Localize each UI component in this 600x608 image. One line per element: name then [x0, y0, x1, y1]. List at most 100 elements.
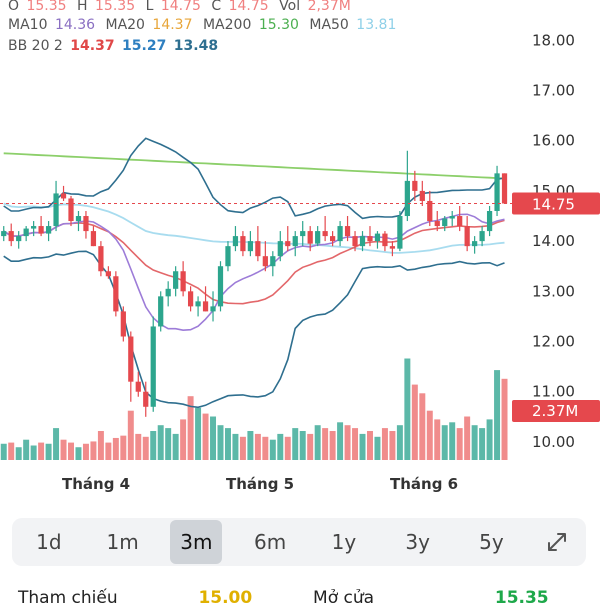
candle — [270, 256, 276, 267]
ma50-legend: MA50 13.81 — [309, 17, 397, 33]
volume-bar — [486, 419, 493, 460]
last-volume-label: 2.37M — [532, 402, 578, 420]
candle — [322, 231, 328, 237]
ma20-legend: MA20 14.37 — [105, 17, 193, 33]
tab-6m[interactable]: 6m — [254, 530, 287, 554]
candle — [45, 226, 52, 234]
volume-bar — [307, 433, 314, 460]
volume-bar — [172, 433, 179, 460]
ohlc-c: C 14.75 — [211, 0, 269, 14]
volume-bar — [90, 441, 97, 460]
candle — [247, 241, 254, 252]
candle — [397, 216, 403, 249]
volume-bar — [202, 413, 209, 460]
candle — [367, 236, 373, 242]
volume-bar — [239, 436, 246, 460]
candle — [486, 211, 493, 232]
candle — [472, 241, 478, 247]
volume-bar — [30, 445, 37, 460]
candle — [262, 256, 268, 267]
candle — [143, 391, 149, 407]
candle — [60, 193, 67, 199]
candle — [23, 228, 29, 237]
volume-bar — [23, 439, 30, 460]
ma10-line — [3, 213, 505, 332]
volume-bar — [75, 447, 82, 460]
candle — [494, 173, 500, 211]
expand-icon[interactable] — [539, 524, 575, 560]
volume-bar — [187, 396, 194, 460]
bb-legend: BB 20 2 14.37 15.27 13.48 — [8, 38, 221, 54]
candle — [105, 271, 111, 277]
candle — [419, 190, 425, 201]
candle — [352, 236, 358, 247]
volume-bar — [120, 435, 127, 460]
month-label-apr: Tháng 4 — [62, 475, 131, 493]
volume-bar — [434, 419, 441, 460]
volume-bar — [366, 431, 373, 460]
volume-bar — [322, 428, 329, 460]
candle — [53, 193, 59, 227]
candle — [374, 233, 381, 242]
volume-bar — [157, 425, 164, 460]
volume-bar — [210, 416, 217, 460]
volume-bar — [314, 425, 321, 460]
y-tick-label: 18.00 — [532, 31, 575, 49]
month-label-jun: Tháng 6 — [390, 475, 459, 493]
volume-bar — [389, 431, 396, 460]
tab-5y[interactable]: 5y — [479, 530, 504, 554]
volume-bar — [449, 422, 456, 460]
candle — [1, 231, 7, 237]
candle — [128, 336, 134, 382]
volume-bar — [53, 428, 60, 460]
candle — [150, 326, 156, 407]
ohlc-l: L 14.75 — [145, 0, 201, 14]
volume-bar — [419, 393, 426, 460]
price-summary: Tham chiếu 15.00 Mở cửa 15.35 — [18, 588, 549, 608]
candle — [277, 241, 283, 257]
tab-3y[interactable]: 3y — [405, 530, 430, 554]
volume-bar — [396, 425, 403, 460]
tab-1m[interactable]: 1m — [106, 530, 139, 554]
volume-bar — [232, 433, 239, 460]
tab-3m[interactable]: 3m — [170, 520, 223, 564]
candle — [457, 216, 463, 227]
y-axis-panel — [512, 0, 600, 462]
volume-bar — [479, 428, 486, 460]
ma10-legend: MA10 14.36 — [8, 17, 96, 33]
volume-bar — [456, 428, 463, 460]
volume-bar — [411, 384, 418, 460]
candle — [240, 236, 246, 252]
y-tick-label: 12.00 — [532, 333, 575, 351]
candle — [292, 236, 298, 247]
candle — [404, 180, 410, 217]
volume-bar — [224, 428, 231, 460]
candle — [382, 233, 388, 247]
tab-1y[interactable]: 1y — [331, 530, 357, 554]
reference-value: 15.00 — [198, 588, 253, 608]
candle — [300, 231, 306, 237]
volume-bar — [142, 436, 149, 460]
ma20-line — [3, 219, 505, 305]
volume-bar — [441, 425, 448, 460]
volume-bar — [352, 428, 359, 460]
ohlc-legend: O 15.35 H 15.35 L 14.75 C 14.75 Vol 2,37… — [8, 0, 357, 14]
volume-bar — [299, 431, 306, 460]
candle — [307, 231, 313, 244]
candle — [359, 236, 366, 247]
volume-bar — [254, 433, 261, 460]
bb-mid-value: 14.37 — [70, 38, 115, 54]
tab-1d[interactable]: 1d — [36, 530, 62, 554]
candle — [389, 246, 396, 249]
volume-bar — [262, 436, 269, 460]
ma200-legend: MA200 15.30 — [202, 17, 299, 33]
candle — [83, 216, 89, 232]
candle — [75, 216, 82, 222]
volume-bar — [292, 428, 299, 460]
open-label: Mở cửa — [313, 588, 375, 608]
ma-legend: MA10 14.36 MA20 14.37 MA200 15.30 MA50 1… — [8, 17, 402, 33]
candle — [449, 216, 455, 219]
candle — [427, 200, 433, 222]
volume-bar — [97, 431, 104, 460]
price-chart[interactable]: 18.0017.0016.0015.0014.0013.0012.0011.00… — [0, 0, 600, 500]
